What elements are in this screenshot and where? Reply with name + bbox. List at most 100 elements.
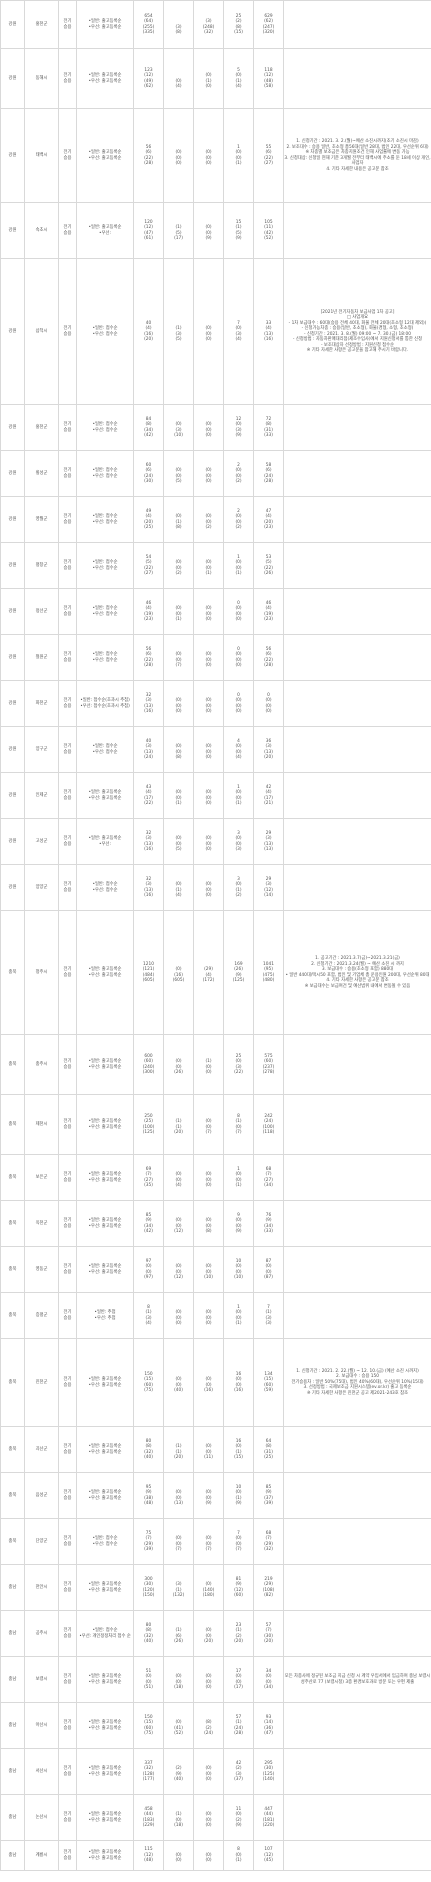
count-cell-2-line: (0) [205,1064,212,1070]
count-cell-3-line: (0) [235,422,242,427]
remaining-count-cell: 47 (4) (20) (23) [253,496,284,543]
count-cell-3: 17 (0) (0) (17) [223,1656,254,1703]
selection-method-cell-line: •일반: 접수순 [92,606,118,611]
total-count-cell: 46 (4) (19) (23) [133,588,164,635]
vehicle-type-cell-line: 전기 [63,1766,72,1771]
selection-method-cell: •일반: 출고등록순 •우선: [76,818,134,865]
region-cell: 강원 [0,542,25,589]
remaining-count-cell-line: (62) [264,19,273,24]
count-cell-1: (0) (16) (605) [163,910,194,1035]
notice-cell [283,202,431,259]
selection-method-cell-line: •우선: 출고등록순 [88,155,122,161]
count-cell-2-line: (0) [205,1321,212,1326]
total-count-cell-line: (22) [144,801,153,806]
city-cell: 보령시 [24,1656,59,1703]
remaining-count-cell-line: (22) [264,657,273,663]
total-count-cell-line: (9) [145,1218,152,1223]
table-row: 충남 보령시 전기 승용 •일반: 출고등록순 •우선: 출고등록순 51 (0) (0) (51… [0,1656,431,1703]
notice-cell: 1. 신청기간 : 2021. 3. 2.(월)~예산 소진시까지(조기 소진시… [283,108,431,203]
count-cell-1-line: (0) [175,1223,182,1229]
selection-method-cell-line: •우선: 출고등록순 [88,1855,122,1861]
count-cell-3-line: 16 [235,1438,242,1444]
count-cell-3-line: (20) [234,1639,243,1644]
selection-method-cell-line: •일반: 출고등록순 [88,1377,122,1382]
selection-method-cell-line: •우선: 출고등록순 [88,78,122,84]
total-count-cell: 654 (64) (255) (335) [133,0,164,49]
count-cell-3-line: (0) [235,795,242,801]
selection-method-cell-line: •우선: 출고등록순 [88,1177,122,1183]
selection-method-cell-line: •우선: 출고등록순 [88,1449,122,1455]
total-count-cell-line: (12) [144,1852,153,1858]
count-cell-3-line: 0 [237,646,240,652]
count-cell-1-line: (12) [174,1275,183,1280]
remaining-count-cell-line: (59) [264,1388,273,1393]
count-cell-3-line: (0) [235,565,242,571]
total-count-cell-line: (6) [145,468,152,473]
count-cell-1-line: (2) [175,571,182,576]
count-cell-1: (0) (0) (1) [163,588,194,635]
total-count-cell-line: (75) [144,1731,153,1736]
total-count-cell-line: (0) [145,1674,152,1679]
remaining-count-cell-line: (25) [264,1455,273,1460]
count-cell-1: (0) (3) (10) [163,404,194,451]
notice-cell [283,1610,431,1657]
total-count-cell-line: (20) [144,519,153,525]
remaining-count-cell-line: (22) [264,155,273,161]
vehicle-type-cell-line: 승용 [63,427,72,433]
remaining-count-cell-line: (8) [265,1444,272,1449]
notice-cell-line: □ 사업개요 [346,315,369,320]
total-count-cell-line: 49 [145,508,152,514]
count-cell-3-line: (2) [235,1817,242,1823]
count-cell-1-line: (8) [175,30,182,35]
count-cell-1-line: (0) [175,1315,182,1321]
notice-cell-line: - 신청가능차종 : 승용(일반, 초소형), 화물(경형, 소형, 초소형) [301,326,414,331]
total-count-cell-line: (34) [144,427,153,433]
selection-method-cell: •일반: 출고등록순 •우선: 출고등록순 [76,1656,134,1703]
count-cell-1-line: (9) [175,1771,182,1777]
count-cell-3-line: (2) [235,19,242,24]
count-cell-3: 42 (2) (3) (37) [223,1748,254,1795]
count-cell-1-line: (0) [175,473,182,479]
remaining-count-cell-line: 295 [264,1760,273,1766]
count-cell-2-line: (0) [205,337,212,342]
count-cell-2-line: (0) [205,1685,212,1690]
vehicle-type-cell: 전기 승용 [58,108,77,203]
count-cell-2-line: (0) [205,1674,212,1679]
count-cell-1-line: (0) [175,1172,182,1177]
table-row: 충북 진천군 전기 승용 •일반: 출고등록순 •우선: 출고등록순 150 (15) (60)… [0,1338,431,1427]
count-cell-2-line: (0) [205,1177,212,1183]
count-cell-1-line: (0) [175,744,182,749]
count-cell-2: (8) (2) (24) [193,1702,224,1749]
count-cell-2-line: (0) [205,1536,212,1541]
vehicle-type-cell: 전기 승용 [58,1472,77,1519]
total-count-cell-line: (40) [144,1639,153,1644]
selection-method-cell: •일반: 출고등록순 •우선: 출고등록순 [76,1246,134,1293]
region-cell: 강원 [0,864,25,911]
notice-cell-line: 1. 공고기간 : 2021.3.7(금)~2021.3.21(금) [315,956,400,961]
remaining-count-cell: 219 (29) (108) (82) [253,1564,284,1611]
vehicle-type-cell-line: 전기 [63,1674,72,1679]
notice-cell [283,634,431,681]
count-cell-3-line: (1) [235,225,242,230]
total-count-cell-line: 32 [145,830,152,836]
count-cell-3: 10 (0) (1) (9) [223,1472,254,1519]
count-cell-2: (0) (0) (9) [193,202,224,259]
vehicle-type-cell: 전기 승용 [58,910,77,1035]
notice-cell-line: - 보조대상자 선정방법 : 지원신청 접수순 [320,342,395,348]
count-cell-3-line: (0) [235,1382,242,1388]
count-cell-3-line: (0) [235,150,242,155]
count-cell-2-line: (0) [205,519,212,525]
table-row: 강원 정선군 전기 승용 •일반: 접수순 •우선: 접수순 46 (4) (19) (23) (… [0,588,431,635]
count-cell-2-line: (0) [205,1119,212,1124]
remaining-count-cell-line: 57 [265,1622,272,1628]
count-cell-1-line: (20) [174,1455,183,1460]
count-cell-3-line: (0) [235,1223,242,1229]
total-count-cell-line: (39) [144,1547,153,1552]
remaining-count-cell-line: (21) [264,801,273,806]
count-cell-1-line: (605) [172,978,185,983]
selection-method-cell-line: •우선: 출고등록순 [88,1679,122,1685]
count-cell-3-line: (0) [235,1124,242,1130]
count-cell-3: 3 (0) (1) (2) [223,864,254,911]
count-cell-2-line: (0) [205,468,212,473]
remaining-count-cell-line: 68 [265,1530,272,1536]
